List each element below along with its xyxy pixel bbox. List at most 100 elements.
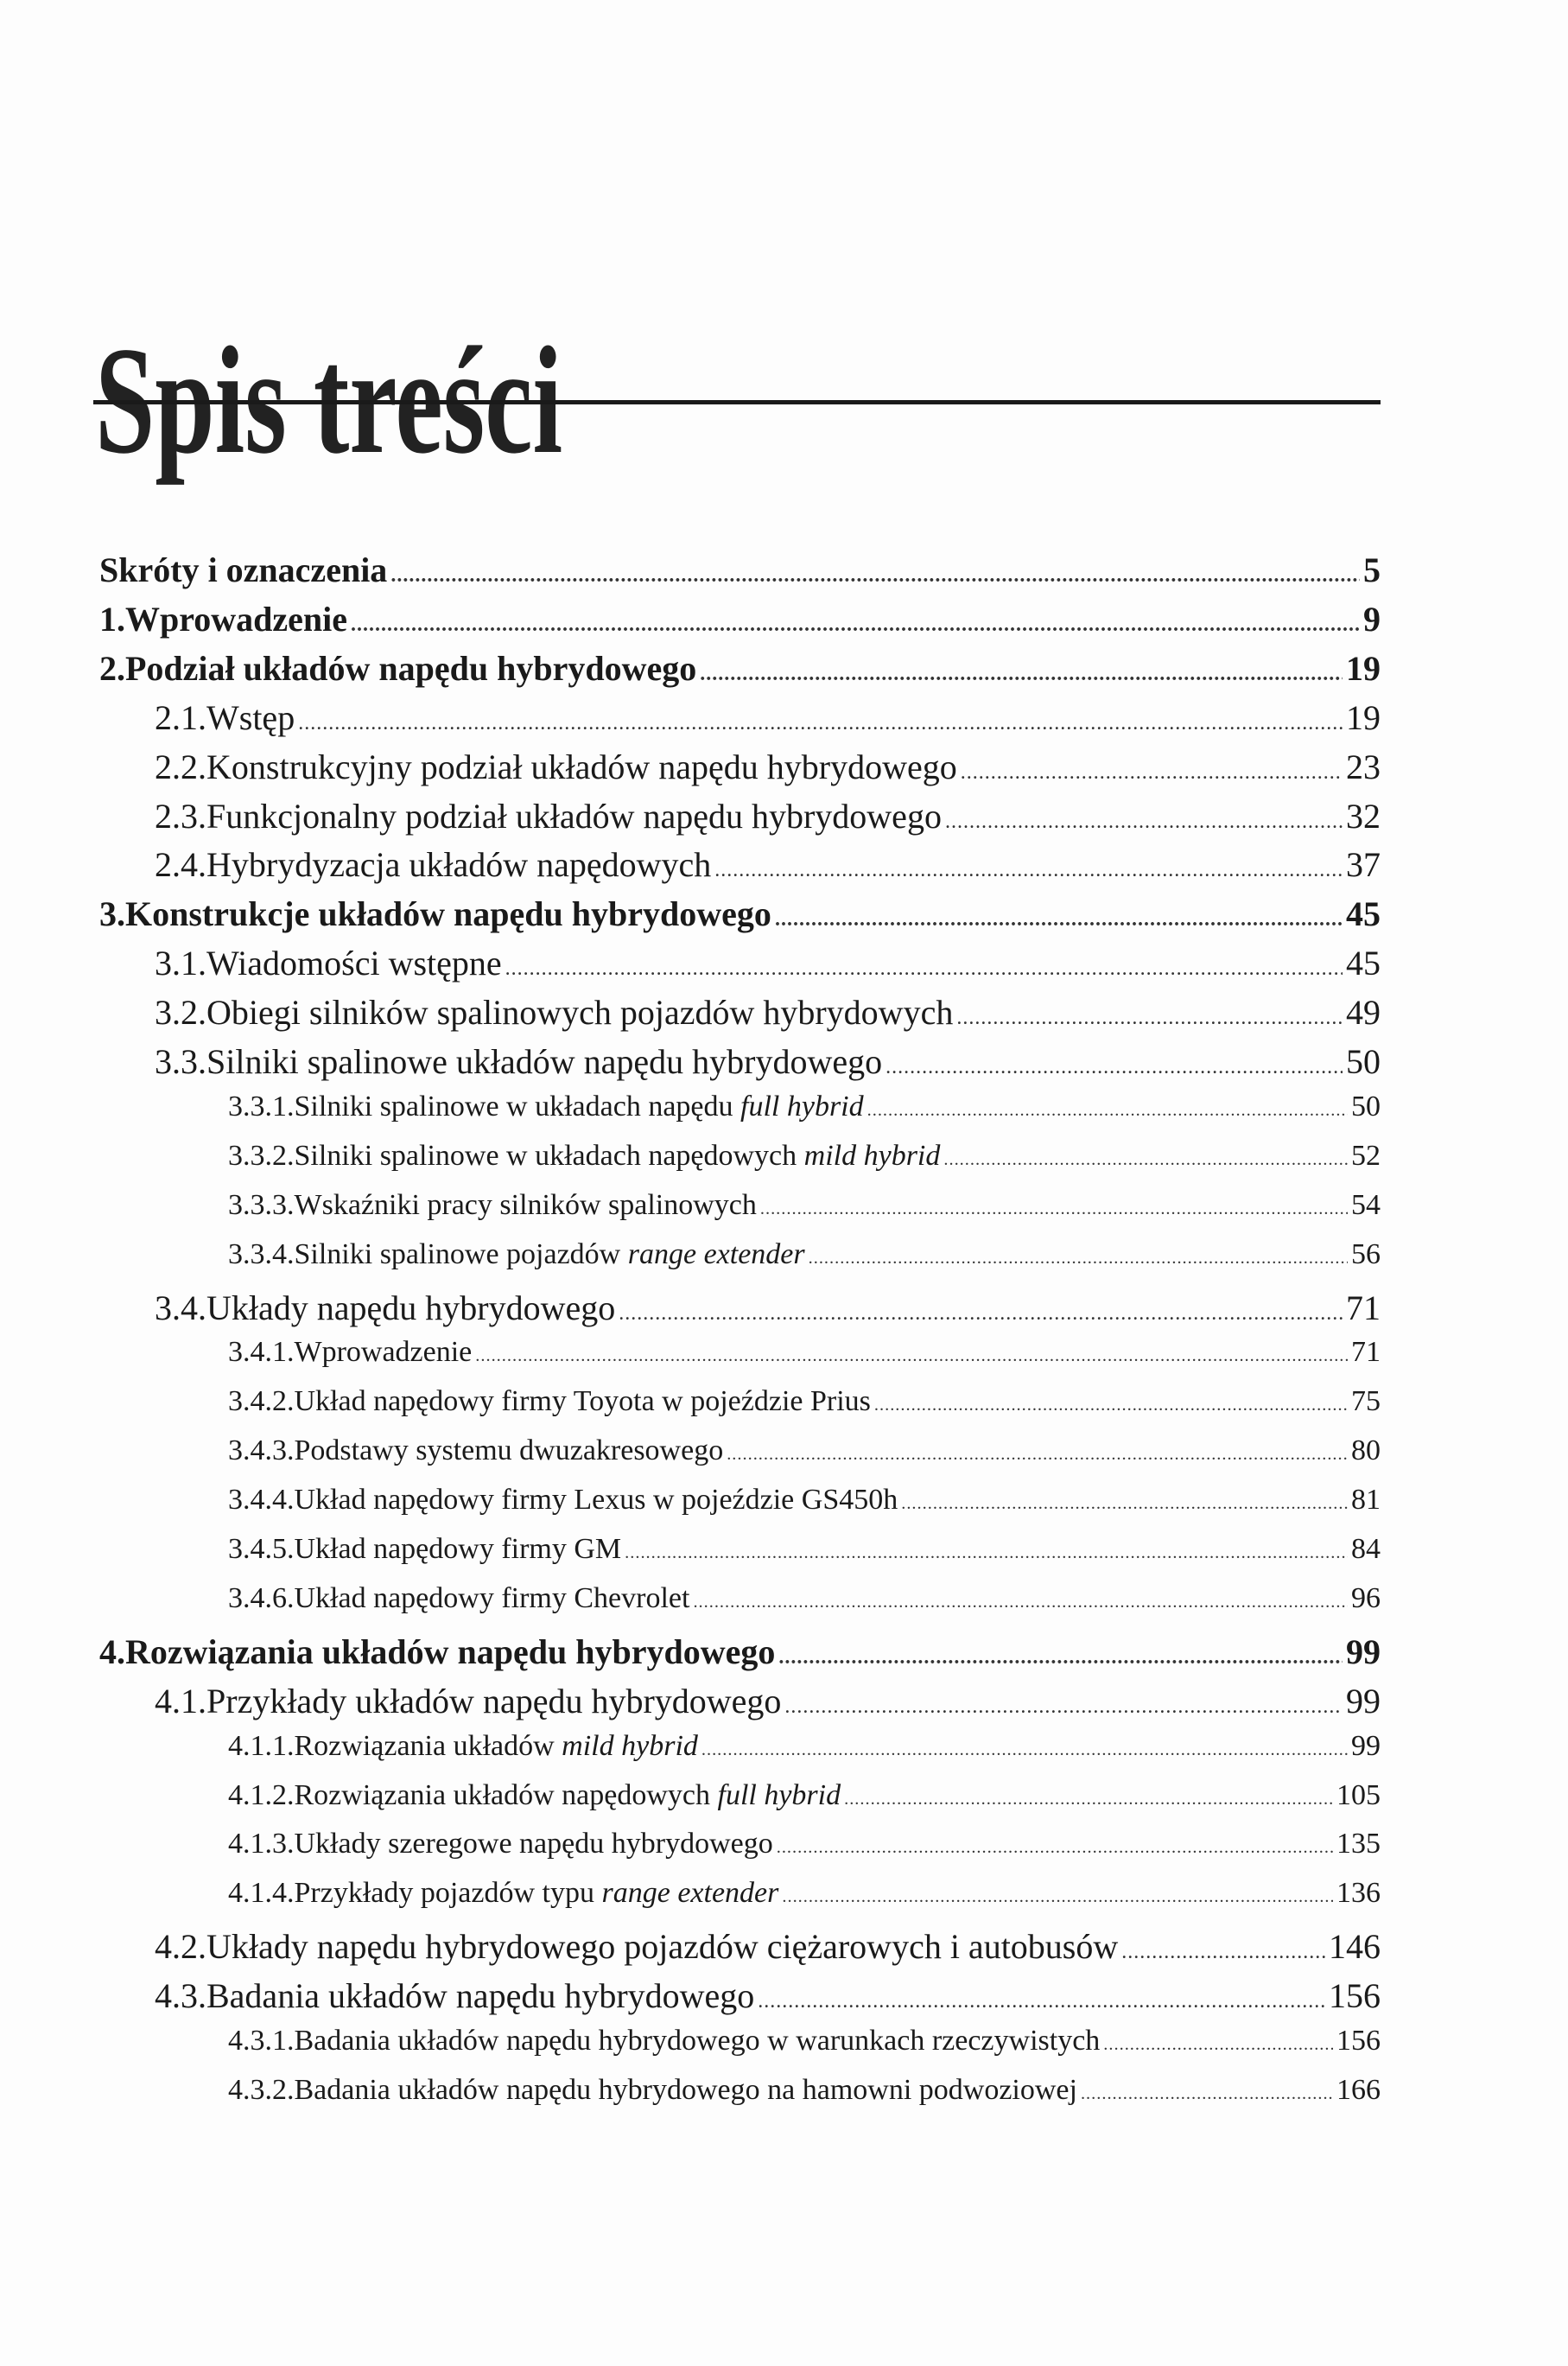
toc-entry-title-italic: mild hybrid bbox=[803, 1139, 941, 1172]
toc-entry[interactable]: 3.3.2. Silniki spalinowe w układach napęd… bbox=[228, 1140, 1381, 1189]
toc-entry[interactable]: 4.3.Badania układów napędu hybrydowego 15… bbox=[155, 1975, 1381, 2025]
toc-entry[interactable]: 3.3.1. Silniki spalinowe w układach napęd… bbox=[228, 1091, 1381, 1140]
dot-leader bbox=[390, 564, 1360, 588]
toc-entry-title-italic: range extender bbox=[627, 1237, 805, 1270]
toc-entry-number: 3.3.1. bbox=[228, 1090, 295, 1123]
toc-entry-title: Hybrydyzacja układów napędowych bbox=[206, 844, 711, 885]
dot-leader bbox=[758, 1990, 1325, 2013]
toc-entry-title: Wskaźniki pracy silników spalinowych bbox=[295, 1189, 757, 1222]
toc-entry-number: 2. bbox=[99, 648, 125, 688]
dot-leader bbox=[961, 761, 1343, 785]
dot-leader bbox=[1121, 1941, 1325, 1964]
toc-entry-number: 4.1. bbox=[155, 1681, 206, 1720]
dot-leader bbox=[693, 1593, 1348, 1612]
toc-entry-title-text: Układy szeregowe napędu hybrydowego bbox=[294, 1828, 773, 1860]
toc-entry-number: 3.4.5. bbox=[228, 1533, 295, 1565]
toc-entry-title-text: Rozwiązania układów napędu hybrydowego bbox=[125, 1631, 776, 1671]
toc-entry[interactable]: Skróty i oznaczenia 5 bbox=[99, 550, 1381, 599]
toc-entry[interactable]: 2.4.Hybrydyzacja układów napędowych 37 bbox=[155, 844, 1381, 894]
toc-entry[interactable]: 3.4.2. Układ napędowy firmy Toyota w poje… bbox=[228, 1385, 1381, 1434]
toc-entry[interactable]: 3.4.6.Układ napędowy firmy Chevrolet 96 bbox=[228, 1582, 1381, 1631]
toc-entry-title: Konstrukcje układów napędu hybrydowego bbox=[125, 894, 771, 934]
toc-entry[interactable]: 4.1.3. Układy szeregowe napędu hybrydoweg… bbox=[228, 1828, 1381, 1877]
toc-entry-number: 4.1.3. bbox=[228, 1828, 295, 1860]
toc-entry[interactable]: 3.4.3.Podstawy systemu dwuzakresowego 80 bbox=[228, 1434, 1381, 1484]
toc-entry[interactable]: 3.2. Obiegi silników spalinowych pojazdów… bbox=[155, 992, 1381, 1041]
toc-entry-page: 156 bbox=[1329, 1976, 1381, 2016]
toc-entry-title: Badania układów napędu hybrydowego na ha… bbox=[295, 2074, 1077, 2107]
toc-entry[interactable]: 4.3.2. Badania układów napędu hybrydowego… bbox=[228, 2074, 1381, 2123]
toc-entry-page: 135 bbox=[1336, 1828, 1381, 1860]
toc-entry-title-text: Podział układów napędu hybrydowego bbox=[125, 648, 697, 688]
toc-entry-number: 4.3.2. bbox=[228, 2073, 295, 2106]
toc-entry-title-text: Układ napędowy firmy Chevrolet bbox=[294, 1581, 690, 1614]
dot-leader bbox=[778, 1646, 1343, 1670]
dot-leader bbox=[505, 957, 1343, 981]
toc-entry[interactable]: 2.3. Funkcjonalny podział układów napędu … bbox=[155, 796, 1381, 845]
toc-entry[interactable]: 3.4.5.Układ napędowy firmy GM 84 bbox=[228, 1533, 1381, 1582]
toc-entry-page: 99 bbox=[1351, 1729, 1381, 1762]
toc-entry-number: 3.4.3. bbox=[228, 1434, 295, 1467]
toc-entry-number: 4.3.1. bbox=[228, 2025, 295, 2057]
toc-entry-page: 75 bbox=[1351, 1385, 1381, 1418]
dot-leader bbox=[701, 1740, 1348, 1760]
toc-entry-number: 4.1.4. bbox=[228, 1877, 295, 1910]
toc-entry-title-italic: range extender bbox=[601, 1877, 779, 1910]
toc-entry[interactable]: 3.1.Wiadomości wstępne 45 bbox=[155, 943, 1381, 992]
toc-entry-page: 71 bbox=[1351, 1336, 1381, 1369]
toc-entry-title-italic: mild hybrid bbox=[562, 1729, 698, 1762]
toc-entry-page: 50 bbox=[1351, 1090, 1381, 1123]
toc-entry[interactable]: 4.1.1.Rozwiązania układów mild hybrid 99 bbox=[228, 1730, 1381, 1779]
toc-entry[interactable]: 1.Wprowadzenie 9 bbox=[99, 599, 1381, 648]
toc-entry-number: 3.4.1. bbox=[228, 1336, 295, 1369]
toc-entry-page: 19 bbox=[1346, 648, 1381, 688]
toc-entry-page: 49 bbox=[1346, 993, 1381, 1033]
toc-entry[interactable]: 4. Rozwiązania układów napędu hybrydowego… bbox=[99, 1631, 1381, 1681]
toc-entry[interactable]: 4.2. Układy napędu hybrydowego pojazdów c… bbox=[155, 1926, 1381, 1975]
toc-entry-number: 3.1. bbox=[155, 944, 206, 983]
toc-entry-title-text: Badania układów napędu hybrydowego na ha… bbox=[294, 2073, 1077, 2106]
toc-entry-page: 96 bbox=[1351, 1581, 1381, 1614]
dot-leader bbox=[886, 1056, 1343, 1079]
toc-entry-title-text: Badania układów napędu hybrydowego bbox=[206, 1976, 755, 2016]
toc-entry-number: 3.4.2. bbox=[228, 1385, 295, 1418]
toc-entry-number: 2.3. bbox=[155, 796, 206, 836]
toc-entry-title: Układy napędu hybrydowego pojazdów cięża… bbox=[206, 1926, 1118, 1967]
toc-entry-page: 80 bbox=[1351, 1434, 1381, 1467]
toc-entry[interactable]: 3. Konstrukcje układów napędu hybrydowego… bbox=[99, 894, 1381, 943]
toc-entry-title: Przykłady pojazdów typu range extender bbox=[295, 1877, 779, 1910]
toc-entry[interactable]: 3.3.3. Wskaźniki pracy silników spalinowy… bbox=[228, 1189, 1381, 1238]
toc-entry-title-text: Konstrukcyjny podział układów napędu hyb… bbox=[206, 747, 957, 786]
toc-entry-page: 52 bbox=[1351, 1139, 1381, 1172]
toc-entry[interactable]: 2.1.Wstęp 19 bbox=[155, 697, 1381, 747]
dot-leader bbox=[901, 1494, 1348, 1514]
toc-entry[interactable]: 2.Podział układów napędu hybrydowego 19 bbox=[99, 648, 1381, 697]
toc-entry-title-text: Konstrukcje układów napędu hybrydowego bbox=[125, 894, 771, 934]
toc-entry[interactable]: 3.4.1.Wprowadzenie 71 bbox=[228, 1336, 1381, 1385]
toc-entry[interactable]: 4.1. Przykłady układów napędu hybrydowego… bbox=[155, 1681, 1381, 1730]
dot-leader bbox=[1103, 2035, 1333, 2055]
toc-entry[interactable]: 3.3.4. Silniki spalinowe pojazdów range e… bbox=[228, 1238, 1381, 1288]
toc-entry-title-text: Układ napędowy firmy Toyota w pojeździe … bbox=[294, 1385, 871, 1418]
toc-entry[interactable]: 4.1.2. Rozwiązania układów napędowych ful… bbox=[228, 1779, 1381, 1829]
toc-entry-number: 3.3.4. bbox=[228, 1237, 295, 1270]
toc-entry[interactable]: 4.3.1. Badania układów napędu hybrydowego… bbox=[228, 2025, 1381, 2074]
toc-entry-title: Konstrukcyjny podział układów napędu hyb… bbox=[206, 747, 957, 787]
toc-entry[interactable]: 2.2. Konstrukcyjny podział układów napędu… bbox=[155, 747, 1381, 796]
dot-leader bbox=[351, 614, 1360, 637]
dot-leader bbox=[945, 811, 1343, 834]
toc-entry-title-text: Podstawy systemu dwuzakresowego bbox=[294, 1434, 724, 1467]
toc-entry[interactable]: 3.4.Układy napędu hybrydowego 71 bbox=[155, 1288, 1381, 1337]
toc-entry[interactable]: 3.4.4. Układ napędowy firmy Lexus w pojeź… bbox=[228, 1484, 1381, 1533]
toc-entry-page: 99 bbox=[1346, 1631, 1381, 1671]
dot-leader bbox=[727, 1445, 1348, 1465]
dot-leader bbox=[874, 1396, 1348, 1415]
toc-entry-title: Podział układów napędu hybrydowego bbox=[125, 648, 696, 689]
toc-entry-title-text: Wskaźniki pracy silników spalinowych bbox=[294, 1188, 757, 1221]
toc-entry-title-text: Układ napędowy firmy Lexus w pojeździe G… bbox=[294, 1484, 898, 1517]
toc-entry[interactable]: 4.1.4. Przykłady pojazdów typu range exte… bbox=[228, 1877, 1381, 1926]
toc-entry-title: Podstawy systemu dwuzakresowego bbox=[295, 1434, 724, 1467]
dot-leader bbox=[775, 908, 1343, 932]
toc-entry-title: Silniki spalinowe w układach napędowych … bbox=[295, 1140, 941, 1173]
toc-entry[interactable]: 3.3. Silniki spalinowe układów napędu hyb… bbox=[155, 1041, 1381, 1091]
